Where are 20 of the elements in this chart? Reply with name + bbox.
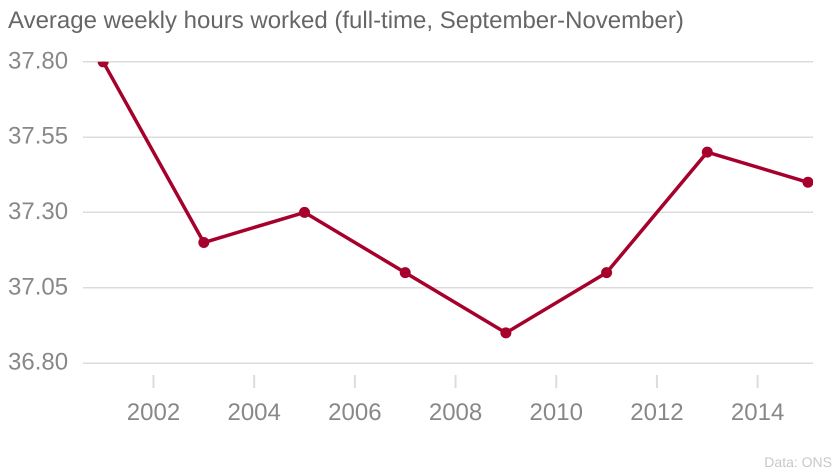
point	[802, 176, 813, 188]
y-tick-label: 37.05	[8, 273, 68, 300]
x-tick-label: 2006	[328, 399, 382, 426]
x-tick-label: 2002	[126, 399, 180, 426]
chart-title: Average weekly hours worked (full-time, September-November)	[8, 7, 684, 34]
x-tick-label: 2010	[530, 399, 583, 426]
point	[400, 267, 411, 278]
y-tick-label: 37.55	[8, 122, 68, 150]
point	[601, 267, 612, 278]
point	[299, 206, 310, 218]
y-tick-label: 37.80	[8, 47, 68, 74]
x-tick-label: 2008	[428, 399, 482, 426]
y-tick-label: 36.80	[8, 348, 68, 376]
point	[702, 146, 713, 158]
point	[198, 237, 210, 248]
x-tick-label: 2014	[730, 399, 784, 426]
y-tick-label: 37.30	[8, 198, 68, 226]
x-tick-label: 2012	[630, 399, 684, 426]
x-tick-label: 2004	[227, 399, 281, 426]
point	[500, 327, 512, 338]
